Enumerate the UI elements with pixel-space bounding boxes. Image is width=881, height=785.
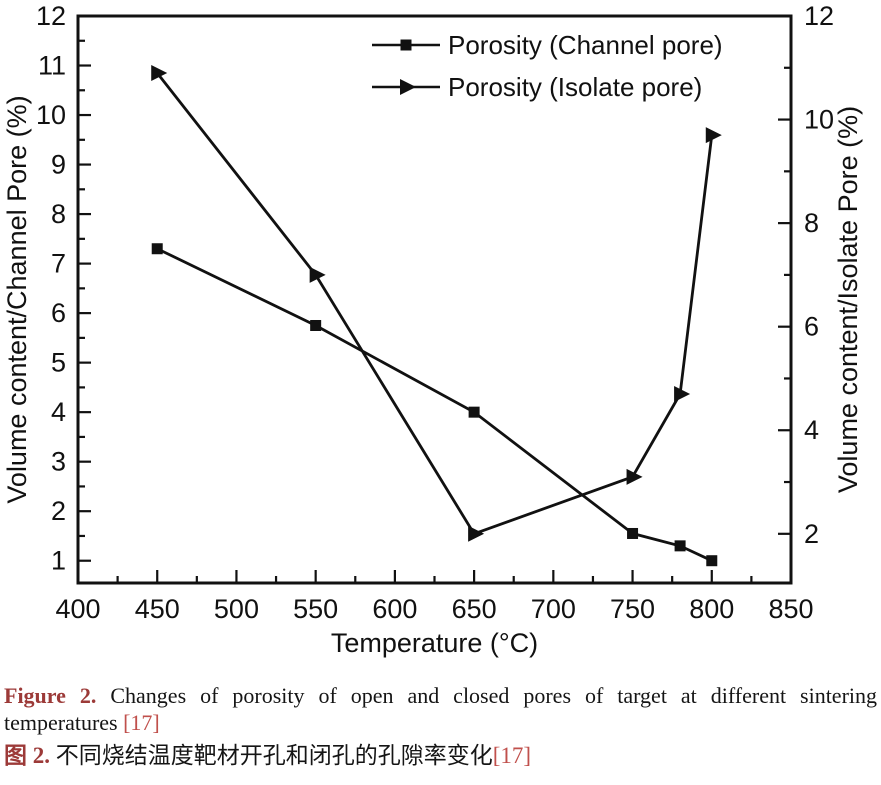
y-left-tick-label: 5 xyxy=(51,348,66,378)
legend-item-1: Porosity (Isolate pore) xyxy=(372,72,702,102)
y-left-tick-label: 2 xyxy=(51,496,66,526)
y-left-tick-label: 6 xyxy=(51,298,66,328)
x-tick-label: 650 xyxy=(452,594,497,624)
caption-reference-link-zh[interactable]: [17] xyxy=(492,743,532,768)
caption-chinese-text: 不同烧结温度靶材开孔和闭孔的孔隙率变化 xyxy=(55,743,493,768)
x-tick-label: 850 xyxy=(768,594,813,624)
series-line xyxy=(156,247,713,562)
plot-area: 400 450 500 550 600 650 700 750 800 8501234567891… xyxy=(2,1,863,658)
y-right-tick-label: 10 xyxy=(804,105,834,135)
y-left-tick-label: 8 xyxy=(51,199,66,229)
x-tick-label: 500 xyxy=(214,594,259,624)
legend-label: Porosity (Channel pore) xyxy=(448,30,723,60)
y-left-tick-label: 1 xyxy=(51,546,66,576)
y-left-tick-label: 12 xyxy=(36,1,66,31)
y-left-tick-label: 4 xyxy=(51,397,66,427)
legend-label: Porosity (Isolate pore) xyxy=(448,72,702,102)
y-right-tick-label: 8 xyxy=(804,208,819,238)
series-line xyxy=(156,72,714,536)
x-tick-label: 450 xyxy=(135,594,180,624)
y-left-tick-label: 3 xyxy=(51,447,66,477)
caption-figure-label-zh: 图 2. xyxy=(4,743,50,768)
x-tick-label: 600 xyxy=(372,594,417,624)
x-tick-label: 400 xyxy=(55,594,100,624)
legend-item-0: Porosity (Channel pore) xyxy=(372,30,723,60)
x-axis-title: Temperature (°C) xyxy=(331,628,538,658)
caption-reference-link[interactable]: [17] xyxy=(123,710,160,735)
x-tick-label: 800 xyxy=(689,594,734,624)
y-left-tick-label: 10 xyxy=(36,100,66,130)
y-left-tick-label: 9 xyxy=(51,150,66,180)
y-right-tick-label: 4 xyxy=(804,415,819,445)
y-left-tick-label: 7 xyxy=(51,249,66,279)
series-left-pore xyxy=(151,243,718,567)
x-tick-label: 700 xyxy=(531,594,576,624)
series-right-pore xyxy=(151,64,722,542)
caption-english: Figure 2. Changes of porosity of open an… xyxy=(4,682,877,736)
y-right-tick-label: 12 xyxy=(804,1,834,31)
y-left-tick-label: 11 xyxy=(38,51,66,81)
caption-english-text: Changes of porosity of open and closed p… xyxy=(4,683,878,735)
x-tick-label: 750 xyxy=(610,594,655,624)
figure-caption: Figure 2. Changes of porosity of open an… xyxy=(4,682,877,770)
caption-figure-label: Figure 2. xyxy=(4,683,97,708)
right-axis-title: Volume content/Isolate Pore (%) xyxy=(833,106,863,493)
caption-chinese: 图 2. 不同烧结温度靶材开孔和闭孔的孔隙率变化[17] xyxy=(4,742,877,770)
figure-2-chart: 400 450 500 550 600 650 700 750 800 850 1 2 3 4 5 6 7 8 9 1… xyxy=(2,1,863,658)
y-right-tick-label: 6 xyxy=(804,312,819,342)
left-axis-title: Volume content/Channel Pore (%) xyxy=(2,95,32,503)
y-right-tick-label: 2 xyxy=(804,519,819,549)
x-tick-label: 550 xyxy=(293,594,338,624)
